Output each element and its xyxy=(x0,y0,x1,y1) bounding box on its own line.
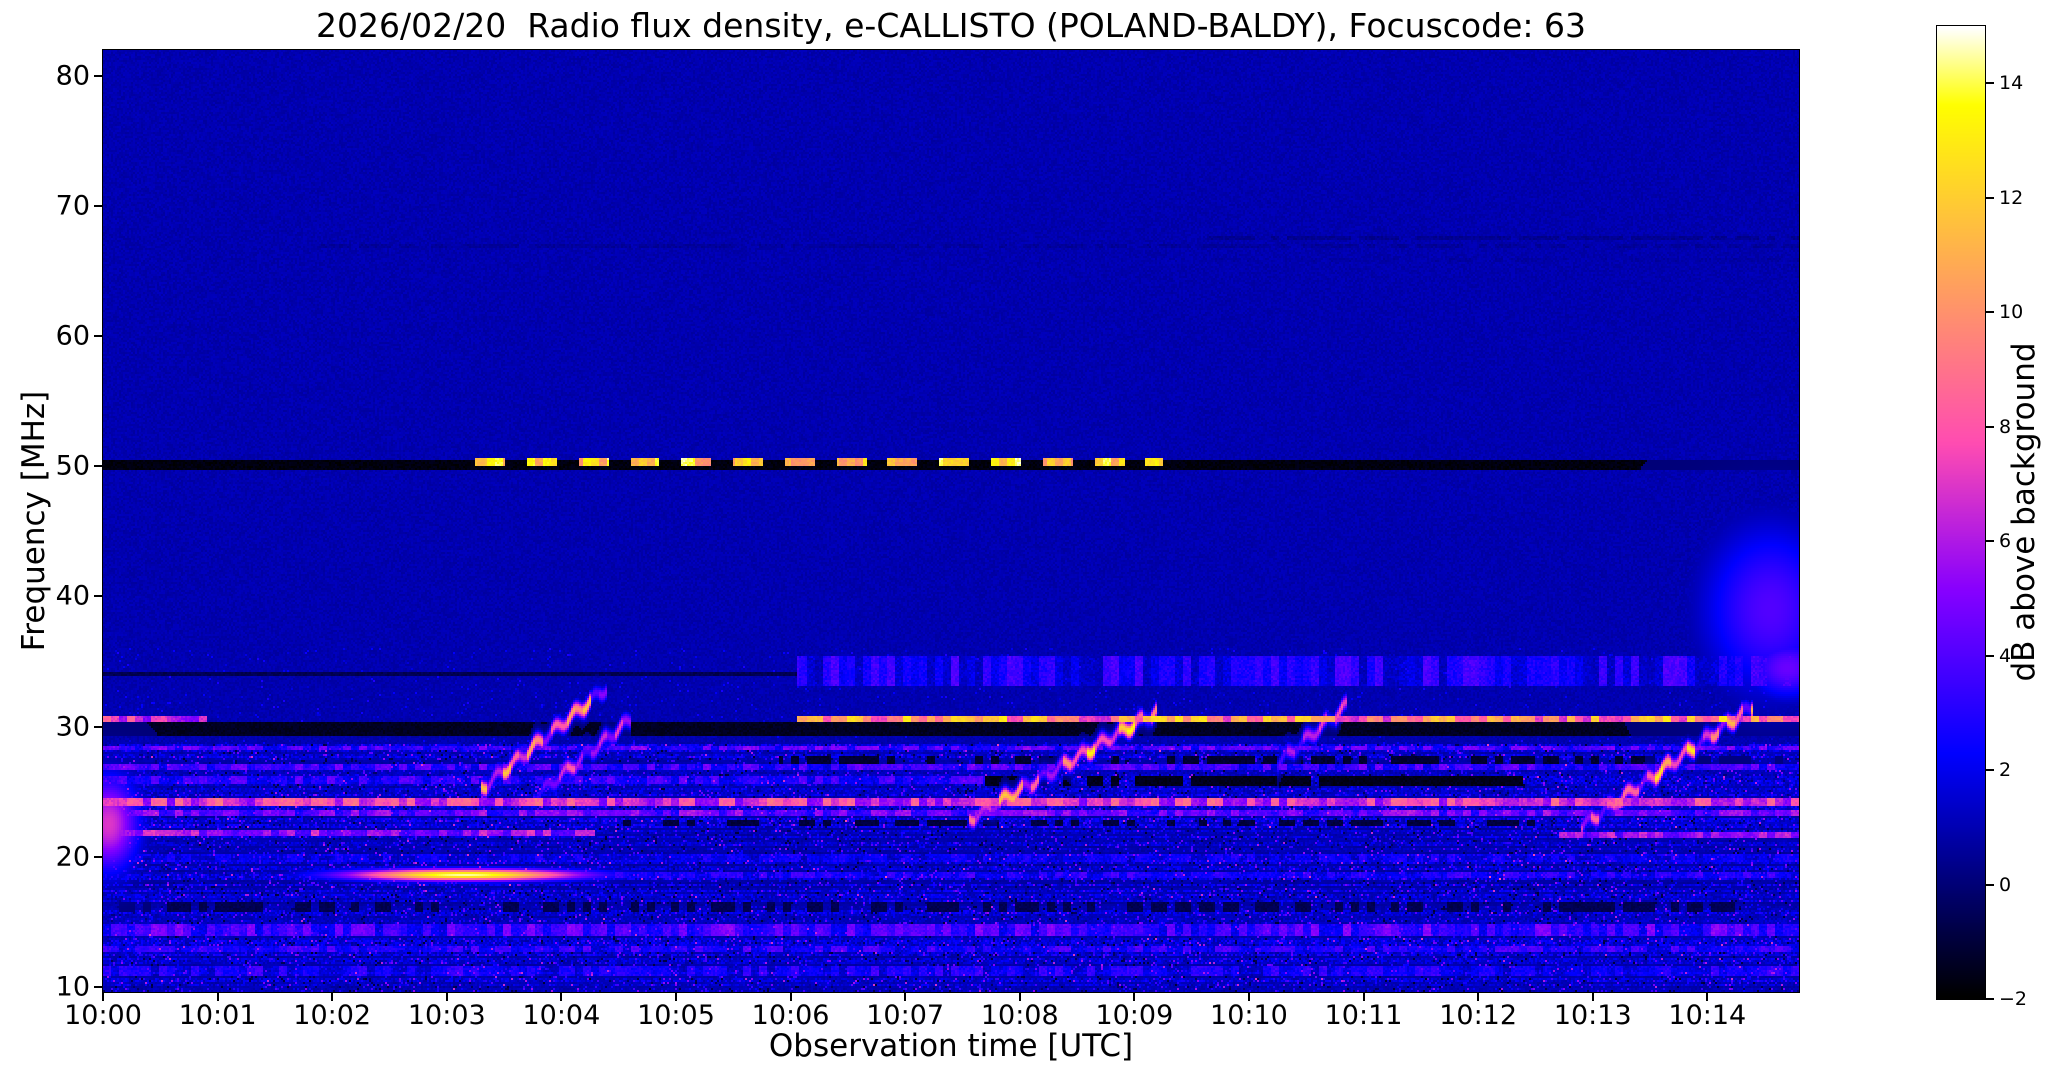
y-tick-label: 30 xyxy=(55,711,90,743)
x-tick-mark xyxy=(560,992,563,1001)
colorbar-tick-mark xyxy=(1986,82,1994,85)
x-tick-mark xyxy=(1018,992,1021,1001)
x-tick-mark xyxy=(445,992,448,1001)
x-tick-label: 10:10 xyxy=(1210,1000,1288,1031)
y-tick-label: 40 xyxy=(55,580,90,612)
colorbar-tick-label: 10 xyxy=(1999,301,2024,324)
x-tick-label: 10:14 xyxy=(1668,1000,1747,1031)
colorbar-tick-label: 2 xyxy=(1999,759,2012,782)
colorbar-tick-mark xyxy=(1986,654,1994,657)
y-tick-label: 20 xyxy=(55,841,90,873)
x-tick-mark xyxy=(789,992,792,1001)
x-tick-label: 10:09 xyxy=(1095,1000,1174,1031)
colorbar-tick-mark xyxy=(1986,883,1994,886)
x-axis-label: Observation time [UTC] xyxy=(768,1028,1134,1064)
colorbar xyxy=(1936,25,1986,1000)
y-tick-mark xyxy=(94,205,103,208)
x-tick-mark xyxy=(1591,992,1594,1001)
colorbar-tick-label: 4 xyxy=(1999,644,2012,667)
chart-title: 2026/02/20 Radio flux density, e-CALLIST… xyxy=(316,6,1586,45)
x-tick-mark xyxy=(1133,992,1136,1001)
colorbar-tick-mark xyxy=(1986,311,1994,314)
spectrogram-heatmap xyxy=(102,49,1800,993)
x-tick-label: 10:02 xyxy=(293,1000,372,1031)
x-tick-label: 10:08 xyxy=(980,1000,1059,1031)
y-tick-label: 60 xyxy=(55,320,90,352)
x-tick-mark xyxy=(1477,992,1480,1001)
colorbar-tick-mark xyxy=(1986,998,1994,1000)
x-tick-label: 10:01 xyxy=(178,1000,257,1031)
x-tick-label: 10:05 xyxy=(637,1000,715,1031)
y-tick-label: 10 xyxy=(55,971,90,1003)
colorbar-tick-mark xyxy=(1986,769,1994,772)
x-tick-mark xyxy=(904,992,907,1001)
colorbar-tick-label: 8 xyxy=(1999,415,2012,438)
x-tick-mark xyxy=(216,992,219,1001)
colorbar-tick-label: 6 xyxy=(1999,530,2012,553)
y-tick-mark xyxy=(94,595,103,598)
x-tick-mark xyxy=(331,992,334,1001)
colorbar-tick-mark xyxy=(1986,425,1994,428)
colorbar-tick-label: 14 xyxy=(1999,72,2024,95)
x-tick-mark xyxy=(1362,992,1365,1001)
colorbar-tick-mark xyxy=(1986,540,1994,543)
colorbar-tick-mark xyxy=(1986,196,1994,199)
x-tick-label: 10:06 xyxy=(751,1000,830,1031)
x-tick-mark xyxy=(1706,992,1709,1001)
x-tick-label: 10:03 xyxy=(407,1000,486,1031)
x-tick-mark xyxy=(102,992,104,1001)
x-tick-label: 10:04 xyxy=(522,1000,601,1031)
y-tick-mark xyxy=(94,75,103,78)
colorbar-tick-label: 0 xyxy=(1999,873,2012,896)
colorbar-tick-label: −2 xyxy=(1999,988,2028,1010)
y-tick-mark xyxy=(94,465,103,468)
y-axis-label: Frequency [MHz] xyxy=(16,390,52,652)
colorbar-label: dB above background xyxy=(2006,342,2042,682)
x-tick-mark xyxy=(674,992,677,1001)
y-tick-mark xyxy=(94,985,103,988)
y-tick-label: 50 xyxy=(55,450,90,482)
y-tick-mark xyxy=(94,725,103,728)
x-tick-label: 10:07 xyxy=(866,1000,945,1031)
x-tick-label: 10:11 xyxy=(1324,1000,1403,1031)
y-tick-mark xyxy=(94,335,103,338)
colorbar-tick-label: 12 xyxy=(1999,186,2024,209)
x-tick-label: 10:12 xyxy=(1439,1000,1518,1031)
y-tick-label: 80 xyxy=(55,60,90,92)
y-tick-label: 70 xyxy=(55,190,90,222)
x-tick-label: 10:00 xyxy=(64,1000,142,1031)
x-tick-label: 10:13 xyxy=(1553,1000,1632,1031)
y-tick-mark xyxy=(94,855,103,858)
x-tick-mark xyxy=(1247,992,1250,1001)
